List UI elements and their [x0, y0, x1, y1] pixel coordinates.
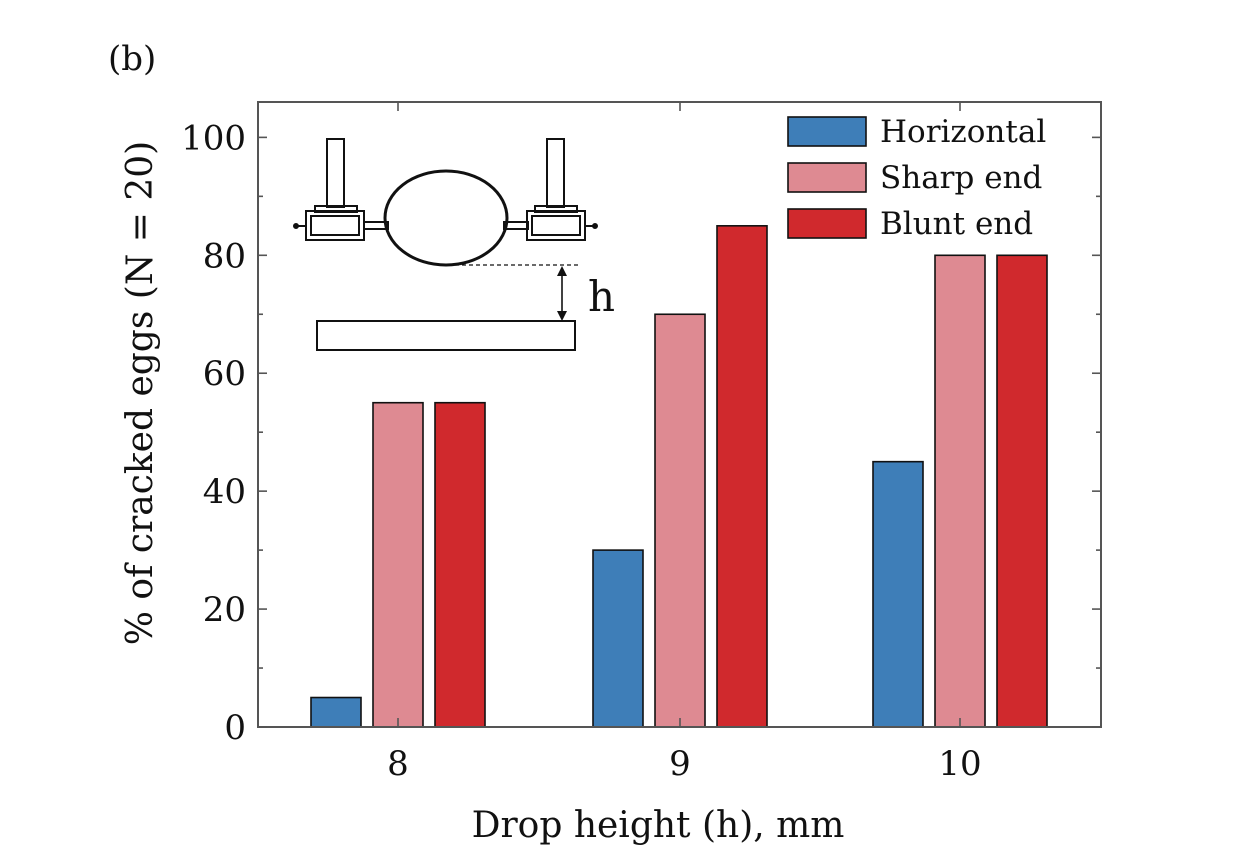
bar-horizontal-9 [592, 549, 644, 728]
x-axis-title: Drop height (h), mm [472, 805, 845, 846]
left-clamp-pin-end [293, 223, 299, 229]
right-clamp-rod [546, 138, 565, 208]
y-tick-label: 0 [224, 708, 246, 748]
egg [383, 169, 509, 267]
legend-label: Blunt end [880, 206, 1033, 242]
height-arrow-head-bottom [557, 311, 567, 321]
bar-horizontal-8 [310, 696, 362, 728]
y-axis-title: % of cracked eggs (N = 20) [120, 141, 161, 645]
panel-label: (b) [108, 39, 156, 79]
legend-label: Sharp end [880, 160, 1042, 196]
x-tick-label: 8 [387, 744, 409, 784]
bar-sharp-end-8 [372, 401, 424, 728]
right-clamp-jaw [503, 221, 529, 230]
legend-swatch-sharp-end [787, 162, 867, 193]
legend-label: Horizontal [880, 114, 1046, 150]
impact-plate [316, 320, 576, 351]
left-clamp-rod [326, 138, 345, 208]
bar-sharp-end-10 [934, 254, 986, 728]
left-clamp-jaw [363, 221, 389, 230]
y-tick-label: 80 [203, 236, 246, 276]
legend: Horizontal Sharp end Blunt end [787, 114, 1046, 242]
right-clamp-pin-end [592, 223, 598, 229]
bar-horizontal-10 [872, 460, 924, 728]
bar-blunt-end-8 [434, 401, 486, 728]
legend-swatch-horizontal [787, 116, 867, 147]
bars-group [310, 225, 1048, 728]
y-tick-label: 20 [203, 590, 246, 630]
x-tick-label: 10 [938, 744, 981, 784]
bar-blunt-end-9 [716, 225, 768, 728]
bar-sharp-end-9 [654, 313, 706, 728]
y-tick-label: 100 [181, 118, 246, 158]
legend-swatch-blunt-end [787, 208, 867, 239]
right-clamp-inner [531, 215, 581, 236]
height-arrow-head-top [557, 266, 567, 276]
x-tick-label: 9 [669, 744, 691, 784]
ticks-group: 0 20 40 60 80 100 8 9 10 [181, 102, 1101, 784]
y-tick-label: 40 [203, 472, 246, 512]
left-clamp-inner [310, 215, 360, 236]
bar-blunt-end-10 [996, 254, 1048, 728]
height-label: h [588, 272, 615, 321]
y-tick-label: 60 [203, 354, 246, 394]
egg-drop-inset [293, 138, 598, 351]
